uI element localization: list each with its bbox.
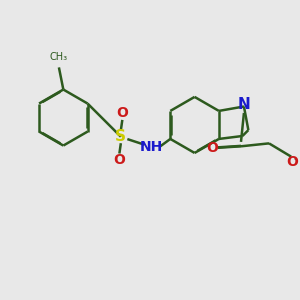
Text: O: O <box>113 153 125 167</box>
Text: O: O <box>116 106 128 120</box>
Text: O: O <box>206 141 218 155</box>
Text: N: N <box>238 97 250 112</box>
Text: NH: NH <box>140 140 164 154</box>
Text: O: O <box>287 155 298 169</box>
Text: S: S <box>116 129 126 144</box>
Text: CH₃: CH₃ <box>50 52 68 62</box>
